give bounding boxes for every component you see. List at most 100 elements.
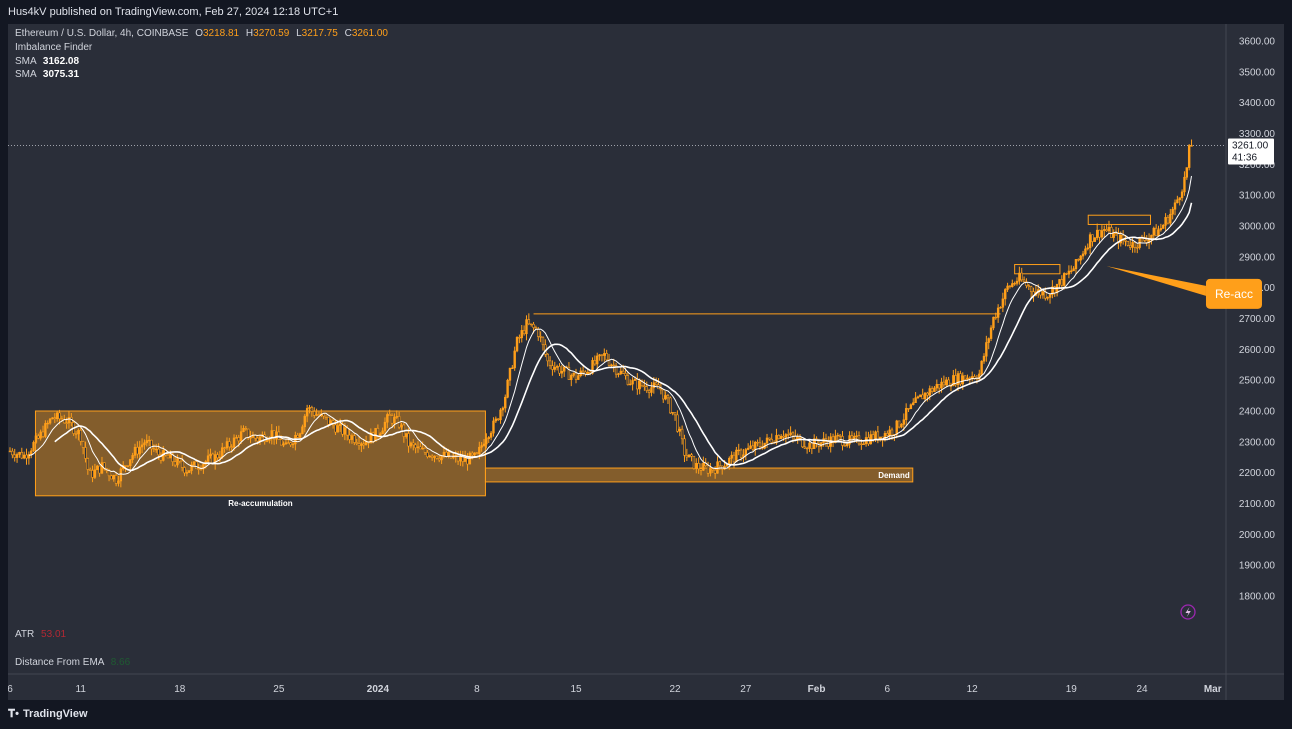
candle-body bbox=[1067, 270, 1071, 275]
candle-body bbox=[147, 439, 151, 442]
candle-body bbox=[1098, 229, 1101, 238]
candle-body bbox=[662, 389, 665, 400]
candle-body bbox=[563, 366, 566, 372]
candle-body bbox=[112, 475, 115, 480]
candle-body bbox=[412, 442, 415, 446]
candle-body bbox=[1093, 237, 1097, 242]
candle-body bbox=[496, 418, 500, 421]
candle-body bbox=[145, 440, 148, 444]
candle-body bbox=[831, 436, 835, 444]
candle-body bbox=[836, 434, 839, 437]
indicator-imbalance-finder[interactable]: Imbalance Finder bbox=[15, 42, 92, 53]
price-chart[interactable]: 3600.00 3500.00 3400.00 3300.00 3200.00 3100.… bbox=[8, 24, 1284, 700]
indicator-sma-fast[interactable]: SMA 3162.08 bbox=[15, 56, 79, 67]
candle-body bbox=[1169, 213, 1172, 224]
chart-panel[interactable]: 3600.00 3500.00 3400.00 3300.00 3200.00 3100.… bbox=[8, 24, 1284, 700]
candle-body bbox=[777, 435, 781, 440]
candle-body bbox=[381, 430, 384, 435]
x-tick-label: Mar bbox=[1204, 684, 1222, 695]
x-tick-label: Feb bbox=[808, 684, 826, 695]
candle-body bbox=[937, 384, 941, 389]
indicator-atr[interactable]: ATR 53.01 bbox=[15, 629, 66, 640]
candle-body bbox=[989, 327, 993, 339]
last-price-tag bbox=[1228, 138, 1274, 165]
candle-body bbox=[211, 453, 215, 464]
candle-body bbox=[190, 464, 193, 471]
candle-body bbox=[631, 380, 634, 385]
candle-body bbox=[746, 447, 750, 450]
candle-body bbox=[81, 441, 85, 448]
symbol-legend: Ethereum / U.S. Dollar, 4h, COINBASE O32… bbox=[15, 28, 388, 39]
ohlc-high-label: H bbox=[245, 28, 254, 39]
x-tick-label: 12 bbox=[967, 684, 979, 695]
lightning-icon[interactable] bbox=[1180, 604, 1196, 620]
candle-body bbox=[1166, 217, 1170, 224]
candles-group bbox=[8, 139, 1193, 488]
candle-body bbox=[223, 447, 226, 449]
candle-body bbox=[461, 456, 464, 462]
candle-body bbox=[645, 386, 648, 391]
candle-body bbox=[41, 431, 45, 437]
candle-body bbox=[581, 370, 585, 373]
candle-body bbox=[527, 319, 531, 325]
candle-body bbox=[1065, 273, 1068, 275]
candle-body bbox=[1136, 247, 1139, 249]
candle-body bbox=[305, 408, 309, 417]
y-tick-label: 2000.00 bbox=[1239, 530, 1276, 541]
candle-body bbox=[577, 375, 580, 380]
candle-body bbox=[782, 435, 785, 438]
candle-body bbox=[1011, 283, 1014, 288]
candle-body bbox=[438, 458, 441, 461]
candle-body bbox=[1162, 224, 1165, 229]
candle-body bbox=[695, 463, 698, 469]
candle-body bbox=[414, 444, 417, 449]
candle-body bbox=[313, 411, 316, 416]
candle-body bbox=[730, 454, 733, 459]
candle-body bbox=[610, 364, 613, 367]
atr-value: 53.01 bbox=[41, 629, 67, 640]
candle-body bbox=[15, 454, 19, 458]
candle-body bbox=[897, 420, 901, 428]
candle-body bbox=[98, 465, 101, 474]
candle-body bbox=[511, 367, 514, 369]
candle-body bbox=[55, 412, 59, 420]
candle-body bbox=[1022, 279, 1026, 283]
candle-body bbox=[935, 384, 939, 389]
candle-body bbox=[93, 469, 97, 478]
y-tick-label: 3200.00 bbox=[1239, 160, 1276, 171]
candle-body bbox=[136, 447, 139, 455]
candle-body bbox=[504, 396, 507, 409]
dist-value: 8.66 bbox=[110, 657, 131, 668]
ohlc-close-label: C bbox=[344, 28, 352, 39]
candle-body bbox=[166, 454, 170, 459]
candle-body bbox=[65, 422, 68, 424]
candle-body bbox=[532, 323, 535, 328]
candle-body bbox=[900, 424, 903, 428]
candle-body bbox=[442, 451, 446, 456]
candle-body bbox=[1044, 291, 1047, 299]
candle-body bbox=[67, 417, 71, 424]
candle-body bbox=[315, 414, 318, 416]
candle-body bbox=[1025, 281, 1028, 286]
candle-body bbox=[1110, 227, 1113, 238]
candle-body bbox=[895, 420, 898, 435]
candle-body bbox=[13, 454, 16, 458]
candle-body bbox=[258, 436, 262, 442]
candle-body bbox=[334, 424, 337, 433]
indicator-distance-from-ema[interactable]: Distance From EMA 8.66 bbox=[15, 657, 130, 668]
candle-body bbox=[407, 433, 410, 447]
candle-body bbox=[678, 428, 681, 432]
x-tick-label: 8 bbox=[474, 684, 480, 695]
sma-label: SMA bbox=[15, 69, 37, 80]
y-tick-label: 3300.00 bbox=[1239, 129, 1276, 140]
candle-body bbox=[1190, 145, 1193, 147]
candle-body bbox=[475, 452, 479, 455]
candle-body bbox=[343, 427, 347, 435]
candle-body bbox=[221, 447, 224, 458]
candle-body bbox=[522, 330, 526, 335]
candle-body bbox=[1150, 234, 1153, 239]
tradingview-logo[interactable]: 𝐓• TradingView bbox=[8, 708, 88, 721]
candle-body bbox=[430, 455, 434, 458]
indicator-sma-slow[interactable]: SMA 3075.31 bbox=[15, 69, 79, 80]
candle-body bbox=[242, 428, 245, 432]
